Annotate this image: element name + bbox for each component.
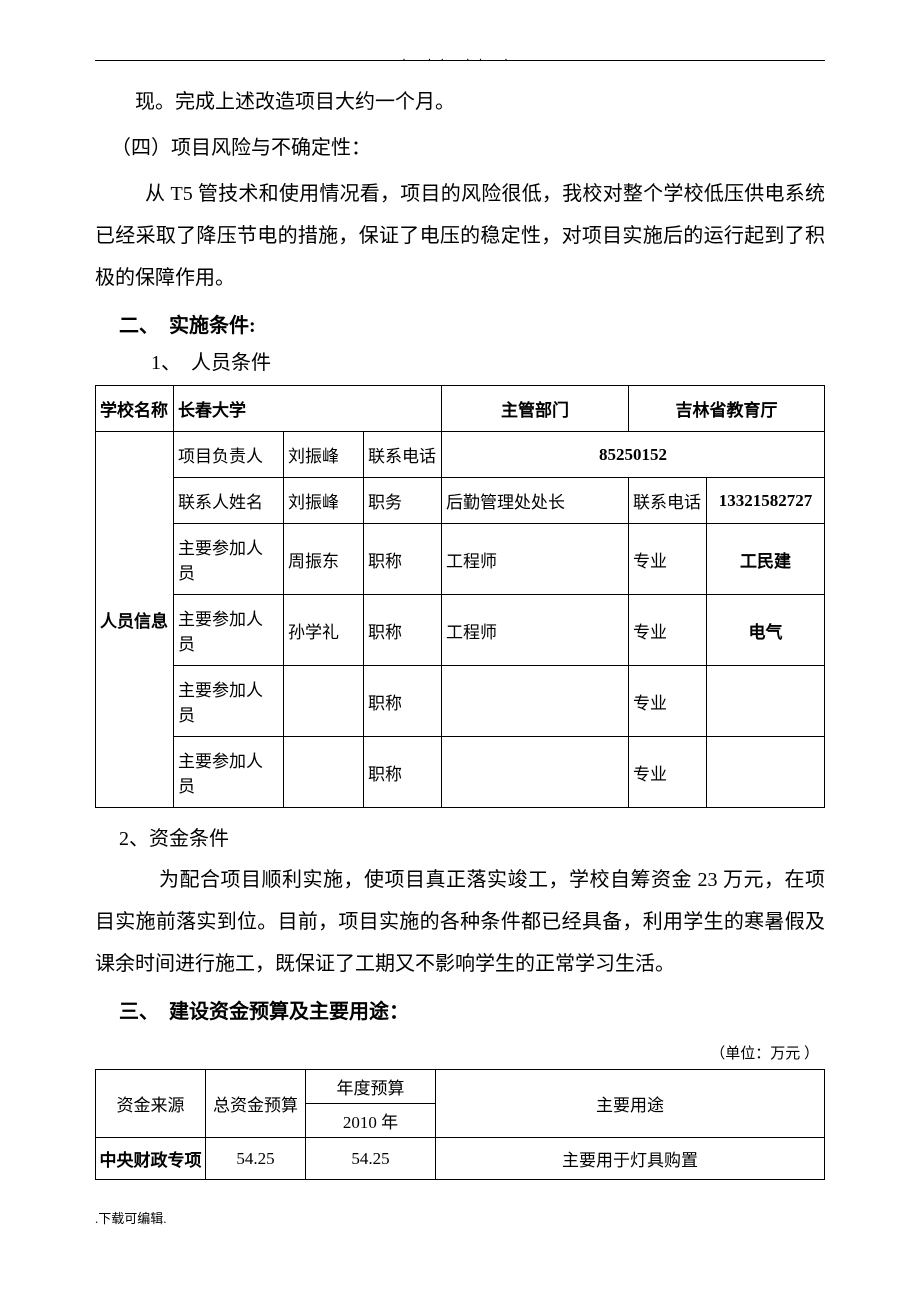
cell-field-label: 职称: [364, 666, 442, 737]
cell-dept-label: 主管部门: [442, 386, 629, 432]
cell-role: 联系人姓名: [174, 478, 284, 524]
cell-role: 项目负责人: [174, 432, 284, 478]
footer-text: .下载可编辑.: [95, 1208, 825, 1227]
cell-field2-value: 工民建: [707, 524, 825, 595]
cell-field2-value: 13321582727: [707, 478, 825, 524]
heading-funds: 2、资金条件: [95, 822, 825, 851]
heading-risk: （四）项目风险与不确定性：: [95, 127, 825, 169]
table-row: 中央财政专项 54.25 54.25 主要用于灯具购置: [96, 1138, 825, 1180]
col-source: 资金来源: [96, 1070, 206, 1138]
cell-field-value: [442, 666, 629, 737]
cell-field-value: 85250152: [442, 432, 825, 478]
cell-field-value: 工程师: [442, 595, 629, 666]
table-row: 主要参加人员 职称 专业: [96, 737, 825, 808]
cell-name: 周振东: [284, 524, 364, 595]
col-total: 总资金预算: [206, 1070, 306, 1138]
cell-dept-name: 吉林省教育厅: [629, 386, 825, 432]
cell-field-label: 职务: [364, 478, 442, 524]
table-row: 人员信息 项目负责人 刘振峰 联系电话 85250152: [96, 432, 825, 478]
cell-role: 主要参加人员: [174, 666, 284, 737]
cell-field2-label: 联系电话: [629, 478, 707, 524]
cell-name: [284, 666, 364, 737]
personnel-table: 学校名称 长春大学 主管部门 吉林省教育厅 人员信息 项目负责人 刘振峰 联系电…: [95, 385, 825, 808]
para-completion: 现。完成上述改造项目大约一个月。: [95, 81, 825, 123]
table-row: 资金来源 总资金预算 年度预算 主要用途: [96, 1070, 825, 1104]
cell-name: 刘振峰: [284, 478, 364, 524]
document-page: . .. .. . 现。完成上述改造项目大约一个月。 （四）项目风险与不确定性：…: [0, 0, 920, 1267]
cell-year: 54.25: [306, 1138, 436, 1180]
cell-field-value: 工程师: [442, 524, 629, 595]
cell-field2-label: 专业: [629, 524, 707, 595]
table-row: 主要参加人员 孙学礼 职称 工程师 专业 电气: [96, 595, 825, 666]
unit-label: （单位：万元 ）: [95, 1042, 819, 1063]
cell-role: 主要参加人员: [174, 595, 284, 666]
cell-info-label: 人员信息: [96, 432, 174, 808]
cell-total: 54.25: [206, 1138, 306, 1180]
cell-field2-value: [707, 666, 825, 737]
table-row: 主要参加人员 周振东 职称 工程师 专业 工民建: [96, 524, 825, 595]
cell-field2-label: 专业: [629, 595, 707, 666]
cell-role: 主要参加人员: [174, 737, 284, 808]
heading-personnel: 1、 人员条件: [95, 346, 825, 375]
cell-name: 刘振峰: [284, 432, 364, 478]
header-dots: . .. .. .: [95, 51, 825, 63]
cell-field-label: 职称: [364, 737, 442, 808]
para-funds: 为配合项目顺利实施，使项目真正落实竣工，学校自筹资金 23 万元，在项目实施前落…: [95, 859, 825, 985]
cell-field2-value: [707, 737, 825, 808]
cell-field2-value: 电气: [707, 595, 825, 666]
cell-name: [284, 737, 364, 808]
cell-school-name: 长春大学: [174, 386, 442, 432]
heading-conditions: 二、 实施条件:: [95, 309, 825, 338]
cell-source: 中央财政专项: [96, 1138, 206, 1180]
cell-use: 主要用于灯具购置: [436, 1138, 825, 1180]
cell-field-label: 联系电话: [364, 432, 442, 478]
cell-field-value: 后勤管理处处长: [442, 478, 629, 524]
cell-role: 主要参加人员: [174, 524, 284, 595]
table-row: 主要参加人员 职称 专业: [96, 666, 825, 737]
cell-field2-label: 专业: [629, 737, 707, 808]
cell-field2-label: 专业: [629, 666, 707, 737]
col-year: 2010 年: [306, 1104, 436, 1138]
budget-table: 资金来源 总资金预算 年度预算 主要用途 2010 年 中央财政专项 54.25…: [95, 1069, 825, 1180]
col-annual: 年度预算: [306, 1070, 436, 1104]
para-risk: 从 T5 管技术和使用情况看，项目的风险很低，我校对整个学校低压供电系统已经采取…: [95, 173, 825, 299]
heading-budget: 三、 建设资金预算及主要用途：: [95, 995, 825, 1024]
table-row: 学校名称 长春大学 主管部门 吉林省教育厅: [96, 386, 825, 432]
cell-field-label: 职称: [364, 595, 442, 666]
cell-field-value: [442, 737, 629, 808]
cell-name: 孙学礼: [284, 595, 364, 666]
col-use: 主要用途: [436, 1070, 825, 1138]
cell-school-label: 学校名称: [96, 386, 174, 432]
cell-field-label: 职称: [364, 524, 442, 595]
table-row: 联系人姓名 刘振峰 职务 后勤管理处处长 联系电话 13321582727: [96, 478, 825, 524]
